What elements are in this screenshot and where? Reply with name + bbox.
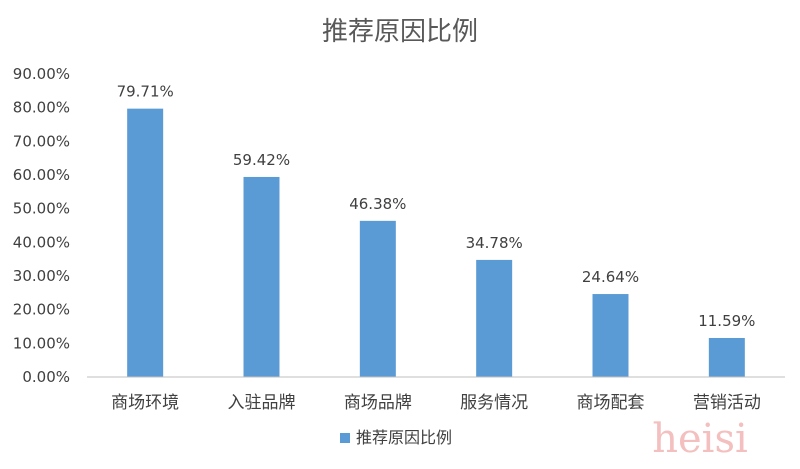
bar: [708, 337, 745, 377]
bar: [243, 176, 280, 377]
bars: [127, 108, 745, 377]
bar: [127, 108, 164, 377]
bar: [476, 259, 513, 377]
y-tick-label: 60.00%: [13, 166, 70, 184]
legend: 推荐原因比例: [340, 428, 452, 447]
y-tick-label: 0.00%: [22, 368, 70, 386]
data-label: 34.78%: [466, 234, 523, 252]
chart-title: 推荐原因比例: [322, 17, 478, 47]
legend-swatch: [340, 433, 350, 443]
data-label: 59.42%: [233, 151, 290, 169]
x-tick-label: 商场环境: [111, 393, 179, 413]
y-axis: 0.00% 10.00% 20.00% 30.00% 40.00% 50.00% 60.00…: [13, 65, 70, 386]
y-tick-label: 40.00%: [13, 233, 70, 251]
watermark: heisi: [652, 416, 748, 462]
x-tick-label: 商场配套: [577, 393, 645, 413]
y-tick-label: 10.00%: [13, 334, 70, 352]
x-tick-label: 营销活动: [693, 393, 761, 413]
bar: [592, 294, 629, 377]
y-tick-label: 50.00%: [13, 200, 70, 218]
data-label: 24.64%: [582, 268, 639, 286]
y-tick-label: 30.00%: [13, 267, 70, 285]
x-tick-label: 入驻品牌: [228, 393, 296, 413]
data-label: 11.59%: [698, 312, 755, 330]
x-tick-label: 服务情况: [460, 393, 528, 413]
data-labels: 79.71% 59.42% 46.38% 34.78% 24.64% 11.59%: [117, 83, 756, 330]
y-tick-label: 80.00%: [13, 99, 70, 117]
bar: [359, 220, 396, 377]
y-tick-label: 20.00%: [13, 301, 70, 319]
x-tick-label: 商场品牌: [344, 393, 412, 413]
legend-label: 推荐原因比例: [356, 428, 452, 447]
y-tick-label: 90.00%: [13, 65, 70, 83]
x-axis: 商场环境 入驻品牌 商场品牌 服务情况 商场配套 营销活动: [87, 376, 785, 413]
data-label: 79.71%: [117, 83, 174, 101]
data-label: 46.38%: [349, 195, 406, 213]
y-tick-label: 70.00%: [13, 132, 70, 150]
